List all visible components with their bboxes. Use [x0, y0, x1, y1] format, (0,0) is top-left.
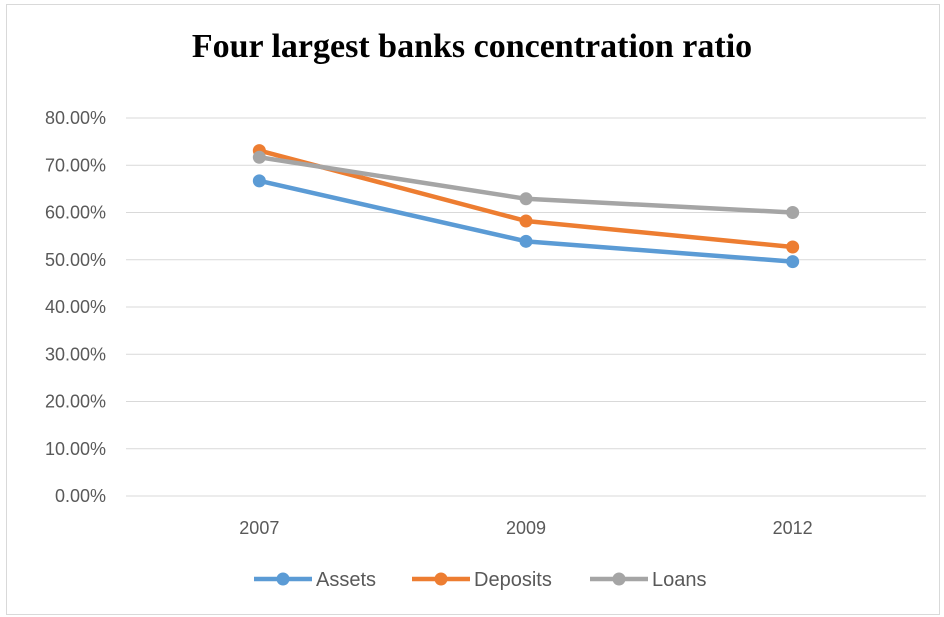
- y-tick-label: 30.00%: [45, 344, 106, 364]
- data-point-assets: [519, 234, 533, 248]
- legend-label-deposits: Deposits: [474, 569, 552, 591]
- legend-marker-assets: [276, 572, 290, 586]
- x-tick-label: 2007: [239, 518, 279, 538]
- y-tick-label: 60.00%: [45, 203, 106, 223]
- legend-marker-deposits: [434, 572, 448, 586]
- y-tick-label: 0.00%: [55, 486, 106, 506]
- data-point-deposits: [519, 214, 533, 228]
- y-tick-label: 10.00%: [45, 439, 106, 459]
- y-tick-label: 20.00%: [45, 392, 106, 412]
- data-point-assets: [252, 174, 266, 188]
- legend-marker-loans: [612, 572, 626, 586]
- y-tick-label: 50.00%: [45, 250, 106, 270]
- data-point-loans: [786, 206, 800, 219]
- y-tick-label: 40.00%: [45, 297, 106, 317]
- y-tick-label: 80.00%: [45, 108, 106, 128]
- data-point-deposits: [786, 240, 800, 254]
- gridlines: [126, 117, 926, 497]
- data-point-loans: [519, 192, 533, 206]
- y-tick-label: 70.00%: [45, 155, 106, 175]
- data-point-loans: [252, 150, 266, 164]
- x-tick-label: 2012: [773, 518, 813, 538]
- series-lines: [252, 144, 800, 269]
- x-axis-ticks: 2007 2009 2012: [239, 518, 812, 538]
- chart-title: Four largest banks concentration ratio: [191, 28, 753, 65]
- y-axis-ticks: 0.00% 10.00% 20.00% 30.00% 40.00% 50.00% 60.00…: [45, 108, 106, 506]
- data-point-assets: [786, 255, 800, 269]
- legend-label-assets: Assets: [316, 569, 376, 591]
- chart-frame: [6, 4, 940, 615]
- legend-label-loans: Loans: [652, 569, 707, 591]
- x-tick-label: 2009: [506, 518, 546, 538]
- legend: Assets Deposits Loans: [254, 569, 707, 591]
